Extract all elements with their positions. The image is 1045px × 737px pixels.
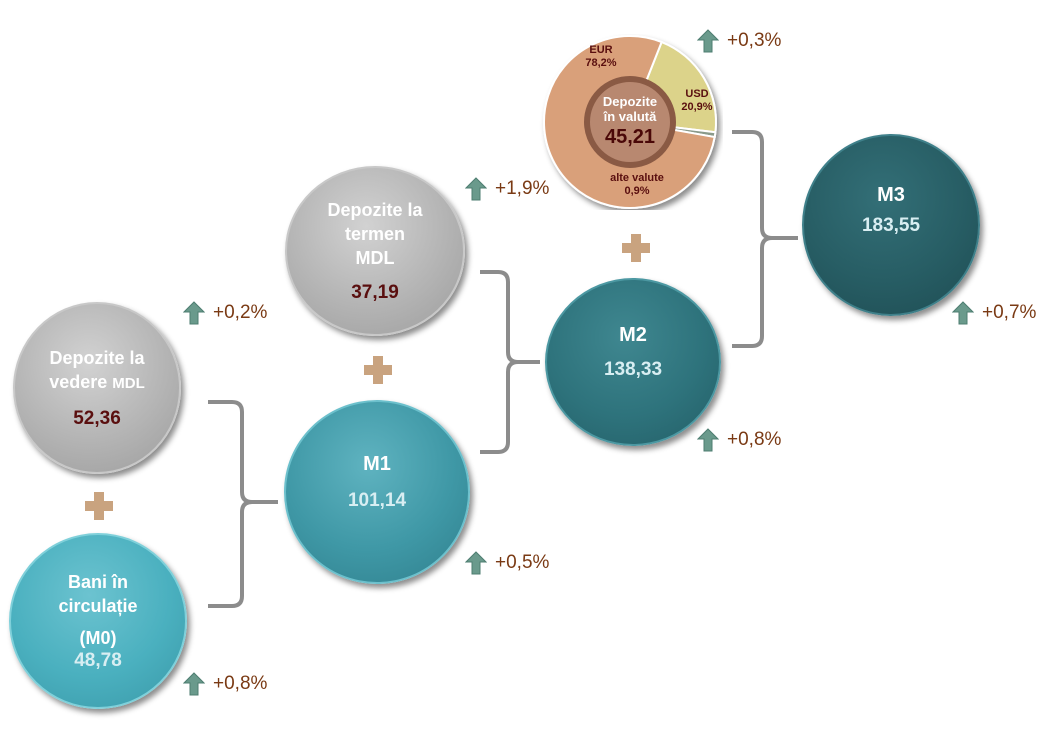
node-m3-label: M3 — [877, 184, 905, 206]
node-depozite-vedere-value: 52,36 — [73, 408, 121, 429]
change-value: +0,8% — [213, 673, 268, 694]
node-depozite-termen-label: Depozite la termen MDL — [327, 200, 423, 268]
change-depozite-vedere: +0,2% — [183, 301, 267, 325]
change-value: +0,8% — [727, 429, 782, 450]
change-value: +1,9% — [495, 178, 550, 199]
node-m1-label: M1 — [363, 453, 391, 475]
node-bani-circulatie-value: 48,78 — [74, 650, 122, 671]
pie-label-alte: alte valute 0,9% — [610, 172, 664, 197]
plus-icon — [364, 356, 392, 384]
change-bani-circulatie: +0,8% — [183, 672, 267, 696]
bracket-m1 — [208, 400, 278, 608]
bracket-m3 — [732, 130, 798, 348]
plus-icon — [622, 234, 650, 262]
node-m3-value: 183,55 — [861, 215, 921, 236]
node-m1: M1 101,14 — [284, 400, 470, 584]
pie-center-value: 45,21 — [604, 126, 656, 148]
bracket-m2 — [480, 270, 540, 454]
currency-pie-chart — [543, 35, 717, 209]
node-depozite-vedere: Depozite la vedere MDL 52,36 — [13, 302, 181, 474]
plus-icon — [85, 492, 113, 520]
change-depozite-valuta: +0,3% — [697, 29, 781, 53]
pie-label-usd: USD 20,9% — [681, 88, 713, 113]
arrow-up-icon — [183, 672, 205, 696]
change-m3: +0,7% — [952, 301, 1036, 325]
node-depozite-termen: Depozite la termen MDL 37,19 — [285, 166, 465, 336]
pie-label-eur: EUR 78,2% — [585, 44, 617, 69]
node-m2-label: M2 — [619, 324, 647, 346]
pie-center-disc — [584, 76, 676, 168]
node-m2: M2 138,33 — [545, 278, 721, 446]
arrow-up-icon — [465, 177, 487, 201]
node-depozite-termen-value: 37,19 — [351, 282, 399, 303]
arrow-up-icon — [697, 428, 719, 452]
change-value: +0,5% — [495, 552, 550, 573]
change-value: +0,7% — [982, 302, 1037, 323]
change-value: +0,2% — [213, 302, 268, 323]
arrow-up-icon — [183, 301, 205, 325]
arrow-up-icon — [697, 29, 719, 53]
node-m2-value: 138,33 — [603, 359, 663, 380]
node-m1-value: 101,14 — [347, 490, 407, 511]
node-depozite-vedere-label: Depozite la vedere MDL — [49, 348, 145, 392]
change-m2: +0,8% — [697, 428, 781, 452]
node-bani-circulatie-label: Bani în circulație (M0) — [58, 572, 138, 648]
change-depozite-termen: +1,9% — [465, 177, 549, 201]
pie-center-label: Depozite în valută — [602, 94, 658, 124]
pie-center-text: Depozite în valută 45,21 — [585, 94, 675, 149]
change-value: +0,3% — [727, 30, 782, 51]
arrow-up-icon — [465, 551, 487, 575]
arrow-up-icon — [952, 301, 974, 325]
change-m1: +0,5% — [465, 551, 549, 575]
node-bani-circulatie: Bani în circulație (M0) 48,78 — [9, 533, 187, 709]
node-m3: M3 183,55 — [802, 134, 980, 316]
